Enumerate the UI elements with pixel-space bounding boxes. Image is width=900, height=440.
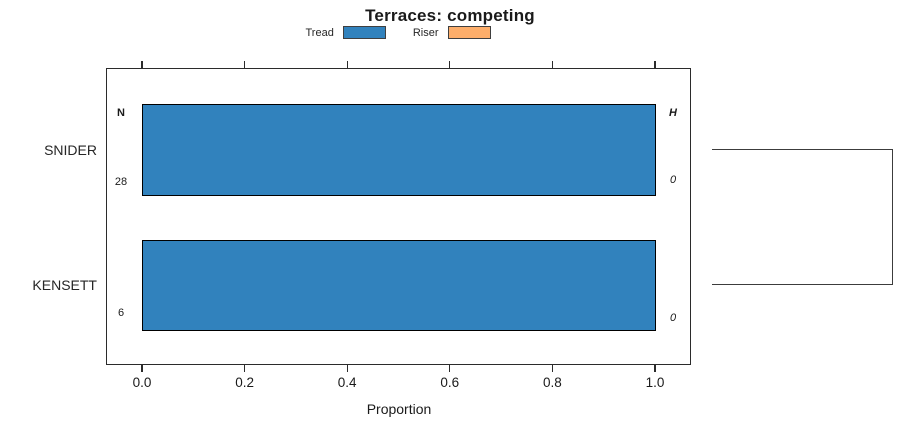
legend-swatch-riser <box>447 26 491 39</box>
h-value-kensett: 0 <box>669 312 677 324</box>
bar-kensett-tread <box>142 240 656 331</box>
h-header: H <box>669 107 677 119</box>
top-axis-tick <box>346 61 348 68</box>
top-axis-tick <box>449 61 451 68</box>
legend-label-riser: Riser <box>412 26 439 39</box>
top-axis-tick <box>654 61 656 68</box>
x-tick-label: 0.0 <box>132 375 152 390</box>
x-tick-label: 0.6 <box>440 375 460 390</box>
y-label-snider: SNIDER <box>44 142 97 158</box>
chart-title: Terraces: competing <box>365 6 535 25</box>
bottom-axis-tick <box>654 365 656 372</box>
n-header: N <box>117 107 125 119</box>
dendrogram-branch-kensett <box>712 283 893 285</box>
top-axis-tick <box>141 61 143 68</box>
bar-snider-tread <box>142 104 656 196</box>
bottom-axis-tick <box>551 365 554 372</box>
dendrogram-join <box>892 148 894 285</box>
legend-label-tread: Tread <box>305 26 334 39</box>
top-axis-tick <box>243 61 246 68</box>
x-tick-label: 0.4 <box>337 375 357 390</box>
x-tick-label: 0.2 <box>235 375 254 390</box>
dendrogram-branch-snider <box>712 148 893 150</box>
legend: Tread Riser <box>0 26 796 39</box>
top-axis-tick <box>551 61 554 68</box>
h-value-snider: 0 <box>669 174 677 186</box>
legend-swatch-tread <box>342 26 386 39</box>
y-label-kensett: KENSETT <box>32 277 97 293</box>
bottom-axis-tick <box>346 365 348 372</box>
legend-item-riser: Riser <box>413 26 491 39</box>
legend-item-tread: Tread <box>306 26 386 39</box>
n-value-snider: 28 <box>114 176 128 188</box>
x-axis-title: Proportion <box>366 401 432 417</box>
bottom-axis-tick <box>449 365 451 372</box>
x-tick-label: 1.0 <box>645 375 665 390</box>
x-tick-label: 0.8 <box>543 375 562 390</box>
n-value-kensett: 6 <box>117 307 125 319</box>
bottom-axis-tick <box>243 365 246 372</box>
bottom-axis-tick <box>141 365 143 372</box>
